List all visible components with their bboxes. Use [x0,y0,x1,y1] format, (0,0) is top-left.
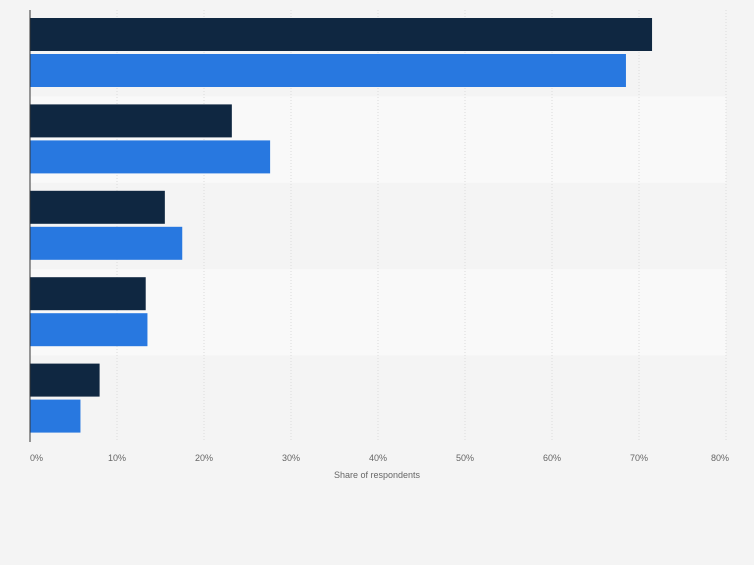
bar-series2-row1 [30,54,626,87]
x-tick-labels: 0% 10% 20% 30% 40% 50% 60% 70% 80% [30,453,729,463]
x-tick-label: 0% [30,453,43,463]
bar-series1-row5 [30,363,100,397]
x-tick-label: 40% [369,453,387,463]
bar-series1-row4 [30,277,146,311]
x-axis-label: Share of respondents [334,470,421,480]
bar-series1-row3 [30,190,165,224]
bar-series2-row5 [30,399,81,433]
x-tick-label: 70% [630,453,648,463]
bar-series1-row2 [30,104,232,138]
bar-series2-row2 [30,140,271,174]
bars [30,18,653,433]
x-tick-label: 80% [711,453,729,463]
x-tick-label: 50% [456,453,474,463]
bar-series2-row4 [30,313,148,347]
bar-series1-row1 [30,18,653,51]
bar-series2-row3 [30,226,183,260]
x-tick-label: 30% [282,453,300,463]
x-tick-label: 20% [195,453,213,463]
row-band [30,355,726,442]
x-tick-label: 10% [108,453,126,463]
x-tick-label: 60% [543,453,561,463]
